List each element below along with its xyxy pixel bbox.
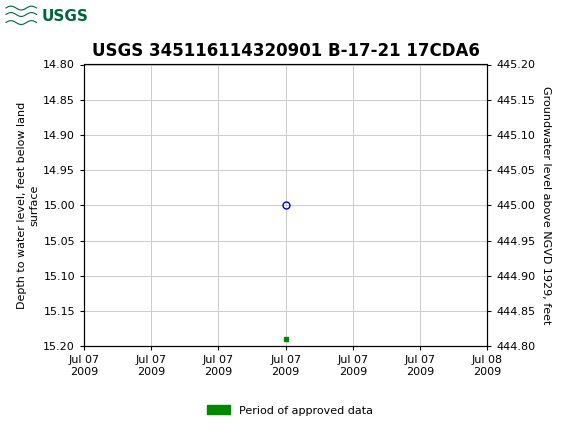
Legend: Period of approved data: Period of approved data [203,401,377,420]
FancyBboxPatch shape [5,3,71,30]
Title: USGS 345116114320901 B-17-21 17CDA6: USGS 345116114320901 B-17-21 17CDA6 [92,42,480,60]
Text: USGS: USGS [41,9,88,24]
Y-axis label: Depth to water level, feet below land
surface: Depth to water level, feet below land su… [17,102,39,309]
Y-axis label: Groundwater level above NGVD 1929, feet: Groundwater level above NGVD 1929, feet [541,86,551,325]
